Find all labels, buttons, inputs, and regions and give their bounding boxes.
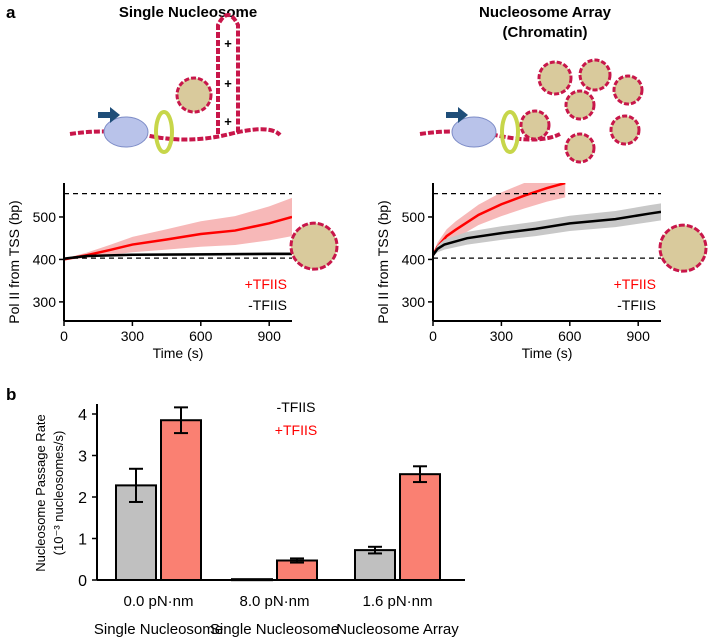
bar-+TFIIS-2 bbox=[399, 473, 441, 581]
series-line-+TFIIS bbox=[64, 215, 292, 261]
legend-plus-tfiis: +TFIIS bbox=[614, 276, 656, 292]
nucleosome-barrier-icon bbox=[289, 221, 339, 271]
nucleosome-icon bbox=[175, 76, 213, 114]
plus-supercoil-3: + bbox=[224, 114, 232, 129]
y-tick-label: 2 bbox=[78, 490, 87, 507]
subcategory-label: Nucleosome Array bbox=[336, 621, 459, 638]
x-tick-label: 600 bbox=[189, 328, 213, 344]
bar-chart: 0.0 pN·nm Single Nucleosome 8.0 pN·nm Singl… bbox=[33, 399, 465, 638]
twist-arrow-icon bbox=[500, 110, 520, 154]
bar-+TFIIS-0 bbox=[160, 419, 202, 581]
y-tick-label: 300 bbox=[33, 294, 57, 310]
title-chromatin: (Chromatin) bbox=[503, 24, 588, 41]
x-tick-label: 900 bbox=[627, 328, 651, 344]
category-label: 1.6 pN·nm bbox=[362, 593, 432, 610]
direction-arrow-icon bbox=[98, 107, 120, 123]
y-tick-label: 4 bbox=[78, 407, 87, 424]
pol-ii-icon bbox=[103, 116, 149, 148]
nucleosome-array-icons bbox=[519, 58, 644, 164]
array-line-chart: 0 300 600 900 300 400 500 Time (s) Pol II from T… bbox=[375, 183, 708, 361]
single-nucleosome-illustration: + + + bbox=[69, 13, 282, 154]
nucleosome-barrier-icon bbox=[658, 223, 708, 273]
plus-supercoil-2: + bbox=[224, 76, 232, 91]
title-nucleosome-array: Nucleosome Array bbox=[479, 4, 612, 21]
y-tick-label: 400 bbox=[33, 251, 57, 267]
legend-minus-tfiis: -TFIIS bbox=[617, 297, 656, 313]
error-band-+TFIIS bbox=[433, 183, 566, 257]
y-axis-title: Pol II from TSS (bp) bbox=[6, 200, 22, 323]
legend-minus-tfiis: -TFIIS bbox=[248, 297, 287, 313]
y-tick-label: 500 bbox=[402, 209, 426, 225]
legend-minus-tfiis: -TFIIS bbox=[277, 399, 316, 415]
x-tick-label: 300 bbox=[121, 328, 145, 344]
nucleosome-array-illustration bbox=[419, 58, 644, 164]
twist-arrow-icon bbox=[154, 110, 174, 154]
x-tick-label: 600 bbox=[558, 328, 582, 344]
x-tick-label: 0 bbox=[60, 328, 68, 344]
y-tick-label: 300 bbox=[402, 294, 426, 310]
x-tick-label: 300 bbox=[490, 328, 514, 344]
series-line--TFIIS bbox=[433, 210, 661, 256]
series-line--TFIIS bbox=[64, 252, 292, 260]
x-tick-label: 0 bbox=[429, 328, 437, 344]
single-line-chart: 0 300 600 900 300 400 500 Time (s) Pol II from T… bbox=[6, 183, 339, 361]
y-axis-title-line2: (10⁻³ nucleosomes/s) bbox=[51, 431, 66, 556]
error-band-+TFIIS bbox=[64, 197, 292, 261]
y-axis-title: Pol II from TSS (bp) bbox=[375, 200, 391, 323]
pol-ii-icon bbox=[451, 116, 497, 148]
legend-plus-tfiis: +TFIIS bbox=[275, 422, 317, 438]
y-tick-label: 3 bbox=[78, 449, 87, 466]
bar--TFIIS-2 bbox=[354, 549, 396, 581]
direction-arrow-icon bbox=[446, 107, 468, 123]
x-axis-title: Time (s) bbox=[153, 345, 204, 361]
subcategory-label: Single Nucleosome bbox=[210, 621, 339, 638]
y-tick-label: 0 bbox=[78, 573, 87, 590]
y-tick-label: 500 bbox=[33, 209, 57, 225]
panel-label-a: a bbox=[6, 3, 16, 22]
panel-label-b: b bbox=[6, 385, 16, 404]
y-tick-label: 400 bbox=[402, 251, 426, 267]
title-single-nucleosome: Single Nucleosome bbox=[119, 4, 257, 21]
error-band--TFIIS bbox=[433, 203, 661, 257]
plus-supercoil-1: + bbox=[224, 36, 232, 51]
category-label: 0.0 pN·nm bbox=[123, 593, 193, 610]
legend-plus-tfiis: +TFIIS bbox=[245, 276, 287, 292]
y-tick-label: 1 bbox=[78, 532, 87, 549]
x-axis-title: Time (s) bbox=[522, 345, 573, 361]
y-axis-title-line1: Nucleosome Passage Rate bbox=[33, 414, 48, 572]
category-label: 8.0 pN·nm bbox=[239, 593, 309, 610]
x-tick-label: 900 bbox=[258, 328, 282, 344]
subcategory-label: Single Nucleosome bbox=[94, 621, 223, 638]
